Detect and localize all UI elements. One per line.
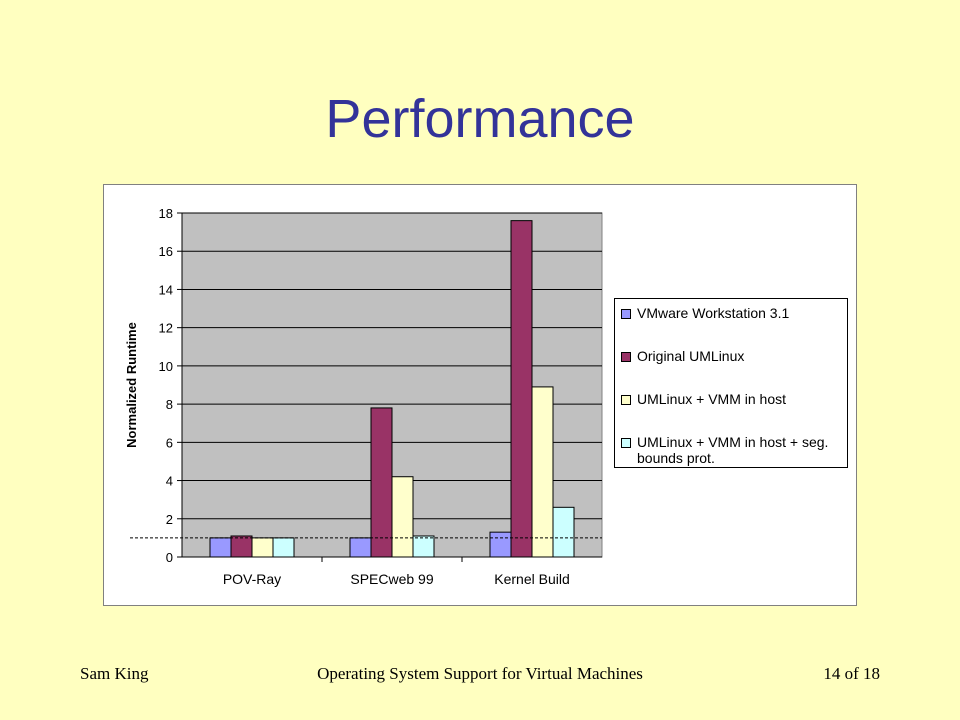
bar [531, 386, 554, 558]
footer-author: Sam King [80, 664, 149, 683]
y-axis-label: Normalized Runtime [124, 322, 139, 448]
y-tick-label: 0 [166, 550, 173, 565]
bar [391, 476, 414, 558]
legend-item: UMLinux + VMM in host [621, 391, 847, 434]
x-tick-label: SPECweb 99 [350, 571, 433, 587]
legend-label: UMLinux + VMM in host + seg. bounds prot… [637, 434, 829, 466]
y-tick-label: 2 [166, 512, 173, 527]
legend-swatch [621, 352, 631, 362]
bar-chart: 0 2 4 6 8 10 12 14 16 18 Normalized Runtime POV-Ray… [124, 206, 603, 587]
y-tick-label: 18 [159, 206, 173, 221]
legend-swatch [621, 438, 631, 448]
bar [510, 220, 533, 558]
legend-label: Original UMLinux [637, 348, 745, 364]
legend-label: UMLinux + VMM in host [637, 391, 786, 407]
footer-page-number: 14 of 18 [823, 664, 880, 683]
y-tick-label: 12 [159, 321, 173, 336]
legend-label: VMware Workstation 3.1 [637, 305, 790, 321]
bar [251, 537, 274, 558]
legend-swatch [621, 395, 631, 405]
bar [209, 537, 232, 558]
y-tick-label: 4 [166, 474, 173, 489]
chart-area: 0 2 4 6 8 10 12 14 16 18 Normalized Runtime POV-Ray… [103, 184, 857, 606]
y-tick-label: 16 [159, 244, 173, 259]
bar [370, 407, 393, 558]
x-tick-label: Kernel Build [494, 571, 570, 587]
y-tick-label: 8 [166, 397, 173, 412]
legend-item: Original UMLinux [621, 348, 847, 391]
chart-legend: VMware Workstation 3.1 Original UMLinux UM… [614, 298, 848, 468]
legend-item: VMware Workstation 3.1 [621, 305, 847, 348]
bar [552, 506, 575, 558]
bar [230, 535, 253, 558]
footer-talk-title: Operating System Support for Virtual Mac… [317, 664, 643, 683]
legend-item: UMLinux + VMM in host + seg. bounds prot… [621, 434, 847, 477]
legend-swatch [621, 309, 631, 319]
bar [272, 537, 295, 558]
y-tick-label: 14 [159, 282, 173, 297]
bar [412, 535, 435, 558]
bar [349, 537, 372, 558]
slide-title: Performance [325, 89, 635, 149]
y-tick-label: 10 [159, 359, 173, 374]
x-tick-label: POV-Ray [223, 571, 281, 587]
y-tick-label: 6 [166, 435, 173, 450]
bar [489, 531, 512, 558]
